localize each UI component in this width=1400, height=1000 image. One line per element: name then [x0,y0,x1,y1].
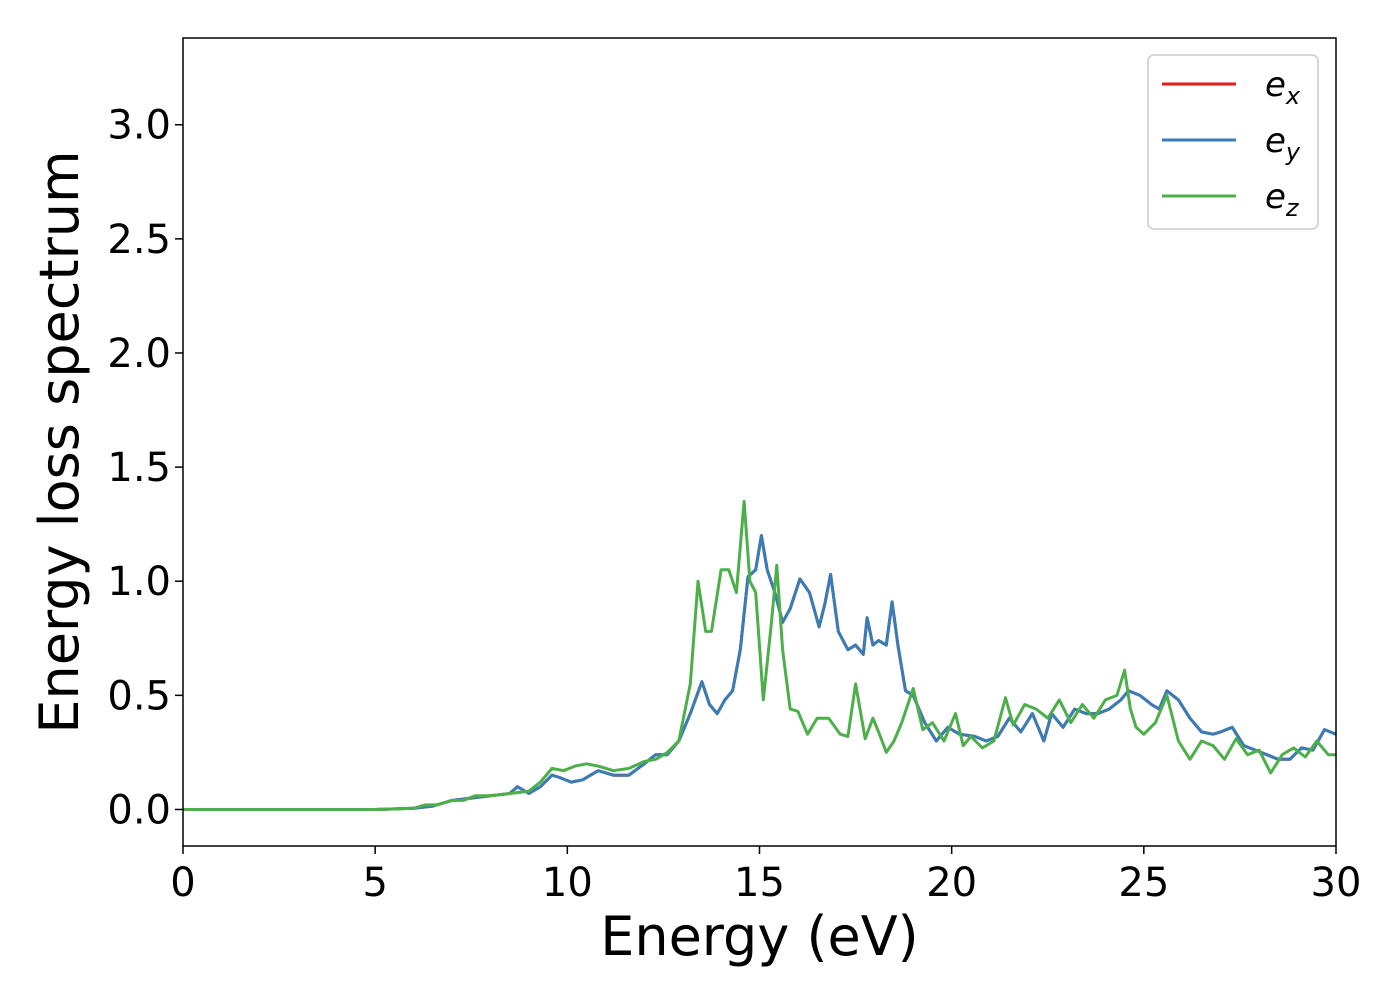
x-tick-label: 25 [1118,860,1169,906]
legend-label-z: ez [1265,177,1300,222]
y-tick-label: 2.0 [107,331,171,377]
y-tick-label: 1.5 [107,445,171,491]
x-tick-label: 10 [542,860,593,906]
series-line-x [183,534,1336,811]
legend-box [1147,54,1319,230]
x-tick-label: 20 [926,860,977,906]
series-layer [183,499,1336,811]
x-axis-title: Energy (eV) [600,905,919,968]
x-tick-label: 30 [1311,860,1362,906]
y-tick-label: 0.0 [107,787,171,833]
legend-label-y: ey [1265,121,1301,166]
series-line-y [183,534,1336,811]
y-tick-label: 3.0 [107,103,171,149]
ticks-layer: 0 5 10 15 20 25 30 0.0 0.5 1.0 1.5 2.0 2.5 3.0 [107,103,1361,906]
legend-label-x: ex [1265,65,1301,110]
y-axis-title: Energy loss spectrum [28,150,91,733]
y-tick-label: 0.5 [107,673,171,719]
x-tick-label: 5 [362,860,387,906]
x-tick-label: 0 [170,860,195,906]
x-tick-label: 15 [734,860,785,906]
legend: ex ey ez [1147,54,1319,230]
series-line-z [183,499,1336,811]
y-tick-label: 2.5 [107,217,171,263]
y-tick-label: 1.0 [107,559,171,605]
